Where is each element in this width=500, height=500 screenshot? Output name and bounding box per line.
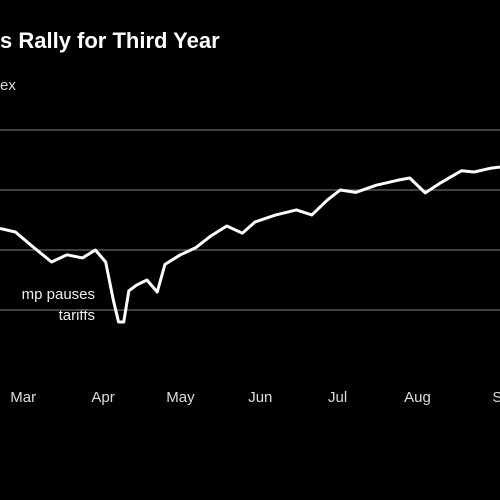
line-series	[0, 165, 500, 324]
annotation: mp pauses	[22, 286, 95, 303]
x-tick-label: Mar	[10, 389, 36, 406]
chart-subtitle: ex	[0, 77, 16, 94]
chart-title: s Rally for Third Year	[0, 28, 220, 53]
x-tick-label: S	[492, 389, 500, 406]
x-tick-label: Jul	[328, 389, 347, 406]
annotation: tariffs	[59, 307, 95, 324]
x-tick-label: Apr	[91, 389, 114, 406]
x-tick-label: Jun	[248, 389, 272, 406]
x-tick-label: May	[166, 389, 195, 406]
x-tick-label: Aug	[404, 389, 431, 406]
